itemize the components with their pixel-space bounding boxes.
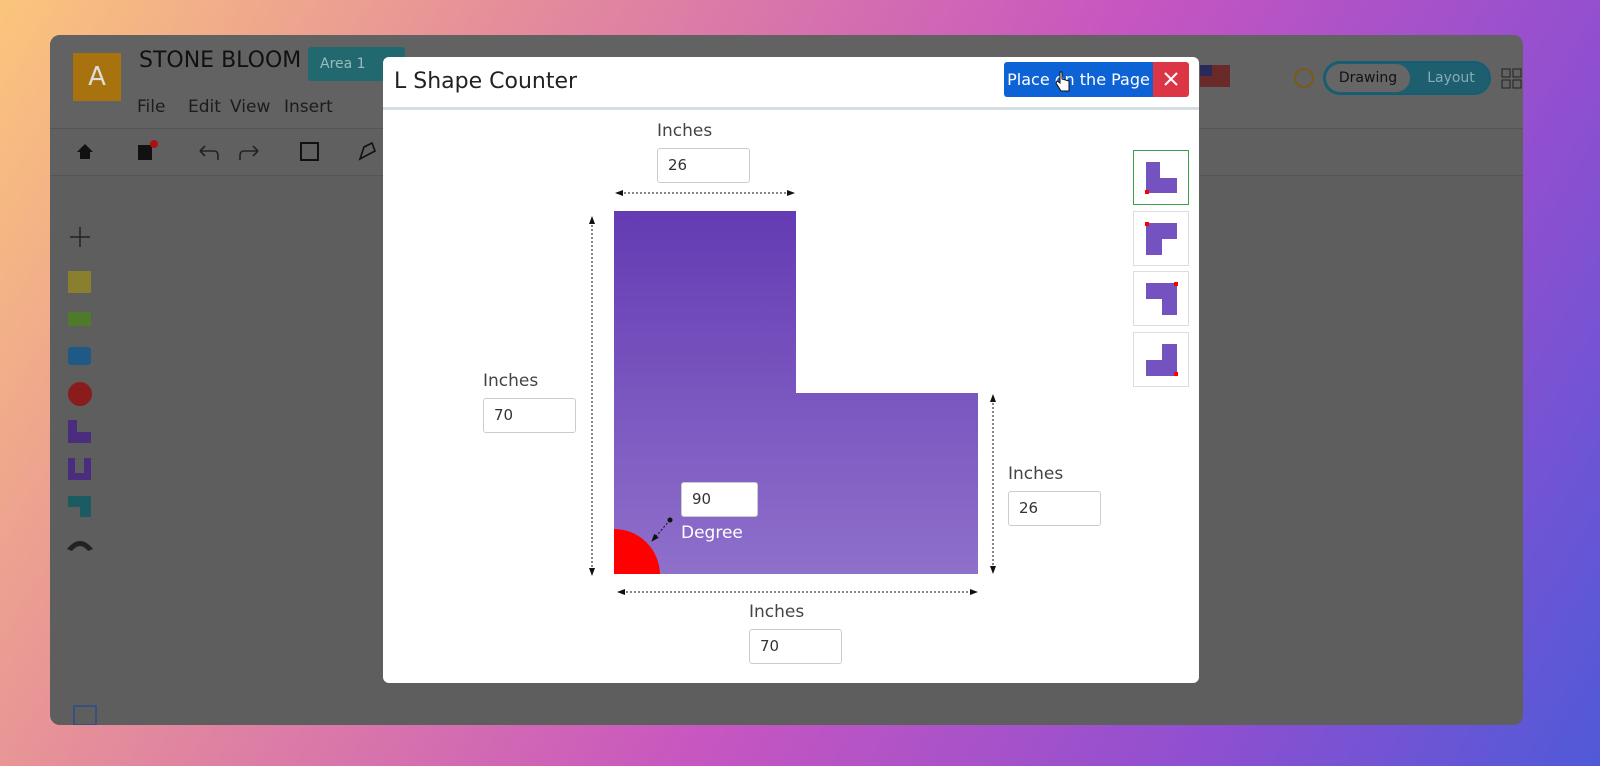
shape-drawing bbox=[589, 190, 996, 595]
graphic bbox=[1294, 68, 1314, 88]
graphic bbox=[1512, 79, 1522, 89]
graphic bbox=[1174, 282, 1178, 286]
undo-icon[interactable] bbox=[199, 145, 219, 160]
app-title: STONE BLOOM bbox=[139, 48, 302, 73]
right-label: Inches bbox=[1008, 464, 1064, 484]
graphic bbox=[1145, 222, 1149, 226]
toolbar-icons bbox=[77, 140, 376, 161]
palette-l-shape[interactable] bbox=[68, 420, 91, 443]
shape-palette bbox=[67, 227, 97, 725]
right-input[interactable]: 26 bbox=[1008, 491, 1101, 526]
graphic bbox=[1145, 162, 1177, 194]
graphic bbox=[1146, 344, 1178, 376]
mode-layout[interactable]: Layout bbox=[1427, 70, 1475, 86]
download-icon[interactable] bbox=[73, 705, 97, 725]
place-button[interactable]: Place on the Page bbox=[1004, 62, 1153, 97]
save-icon[interactable] bbox=[138, 145, 152, 160]
orientation-option[interactable] bbox=[1133, 332, 1189, 387]
home-icon[interactable] bbox=[77, 144, 93, 159]
palette-circle[interactable] bbox=[68, 382, 92, 406]
unsaved-dot bbox=[150, 140, 158, 148]
palette-swatch[interactable] bbox=[68, 347, 91, 365]
palette-s-shape[interactable] bbox=[68, 496, 91, 517]
graphic bbox=[1501, 79, 1511, 89]
flag-icon[interactable] bbox=[1200, 63, 1240, 91]
graphic bbox=[1146, 223, 1177, 255]
menu-item[interactable]: Insert bbox=[284, 97, 333, 117]
graphic bbox=[1200, 65, 1212, 76]
graphic bbox=[1146, 283, 1177, 315]
close-icon bbox=[1164, 72, 1178, 86]
modal-title: L Shape Counter bbox=[394, 69, 578, 94]
cursor bbox=[1055, 71, 1070, 92]
graphic bbox=[1146, 282, 1178, 315]
palette-icon[interactable] bbox=[1293, 67, 1317, 91]
orientation-option[interactable] bbox=[1133, 271, 1189, 326]
move-icon[interactable] bbox=[70, 227, 90, 247]
graphic bbox=[1145, 190, 1149, 194]
menu-item[interactable]: View bbox=[230, 97, 271, 117]
pen-icon[interactable] bbox=[358, 141, 376, 161]
palette-swatch[interactable] bbox=[68, 312, 91, 326]
palette-arc[interactable] bbox=[67, 541, 93, 551]
close-button[interactable] bbox=[1153, 62, 1189, 97]
graphic bbox=[1145, 222, 1177, 255]
graphic bbox=[1146, 162, 1177, 193]
bottom-label: Inches bbox=[749, 602, 805, 622]
graphic bbox=[1501, 68, 1511, 78]
bottom-input[interactable]: 70 bbox=[749, 629, 842, 664]
angle-label: Degree bbox=[681, 523, 743, 543]
left-input[interactable]: 70 bbox=[483, 398, 576, 433]
angle-pointer-dot bbox=[667, 517, 673, 523]
top-input[interactable]: 26 bbox=[657, 148, 750, 183]
redo-icon[interactable] bbox=[239, 145, 259, 160]
graphic bbox=[1146, 344, 1177, 376]
orientation-option[interactable] bbox=[1133, 150, 1189, 205]
frame-icon[interactable] bbox=[300, 142, 319, 161]
angle-input[interactable]: 90 bbox=[681, 482, 758, 517]
angle-marker bbox=[614, 529, 660, 574]
menu-item[interactable]: File bbox=[137, 97, 166, 117]
orientation-option[interactable] bbox=[1133, 211, 1189, 266]
mode-drawing[interactable]: Drawing bbox=[1326, 64, 1410, 92]
graphic bbox=[1055, 71, 1070, 92]
graphic bbox=[1174, 372, 1178, 376]
angle-pointer bbox=[651, 519, 671, 542]
palette-swatch[interactable] bbox=[68, 271, 91, 293]
menu-item[interactable]: Edit bbox=[188, 97, 221, 117]
modal-header bbox=[383, 57, 1199, 110]
grid-icon[interactable] bbox=[1501, 68, 1523, 90]
graphic bbox=[1164, 72, 1178, 86]
palette-u-shape[interactable] bbox=[68, 458, 91, 480]
left-label: Inches bbox=[483, 371, 539, 391]
app-logo: A bbox=[73, 53, 121, 101]
graphic bbox=[1512, 68, 1522, 78]
modal: L Shape Counter Place on the Page Inc bbox=[383, 57, 1199, 683]
top-label: Inches bbox=[657, 121, 713, 141]
